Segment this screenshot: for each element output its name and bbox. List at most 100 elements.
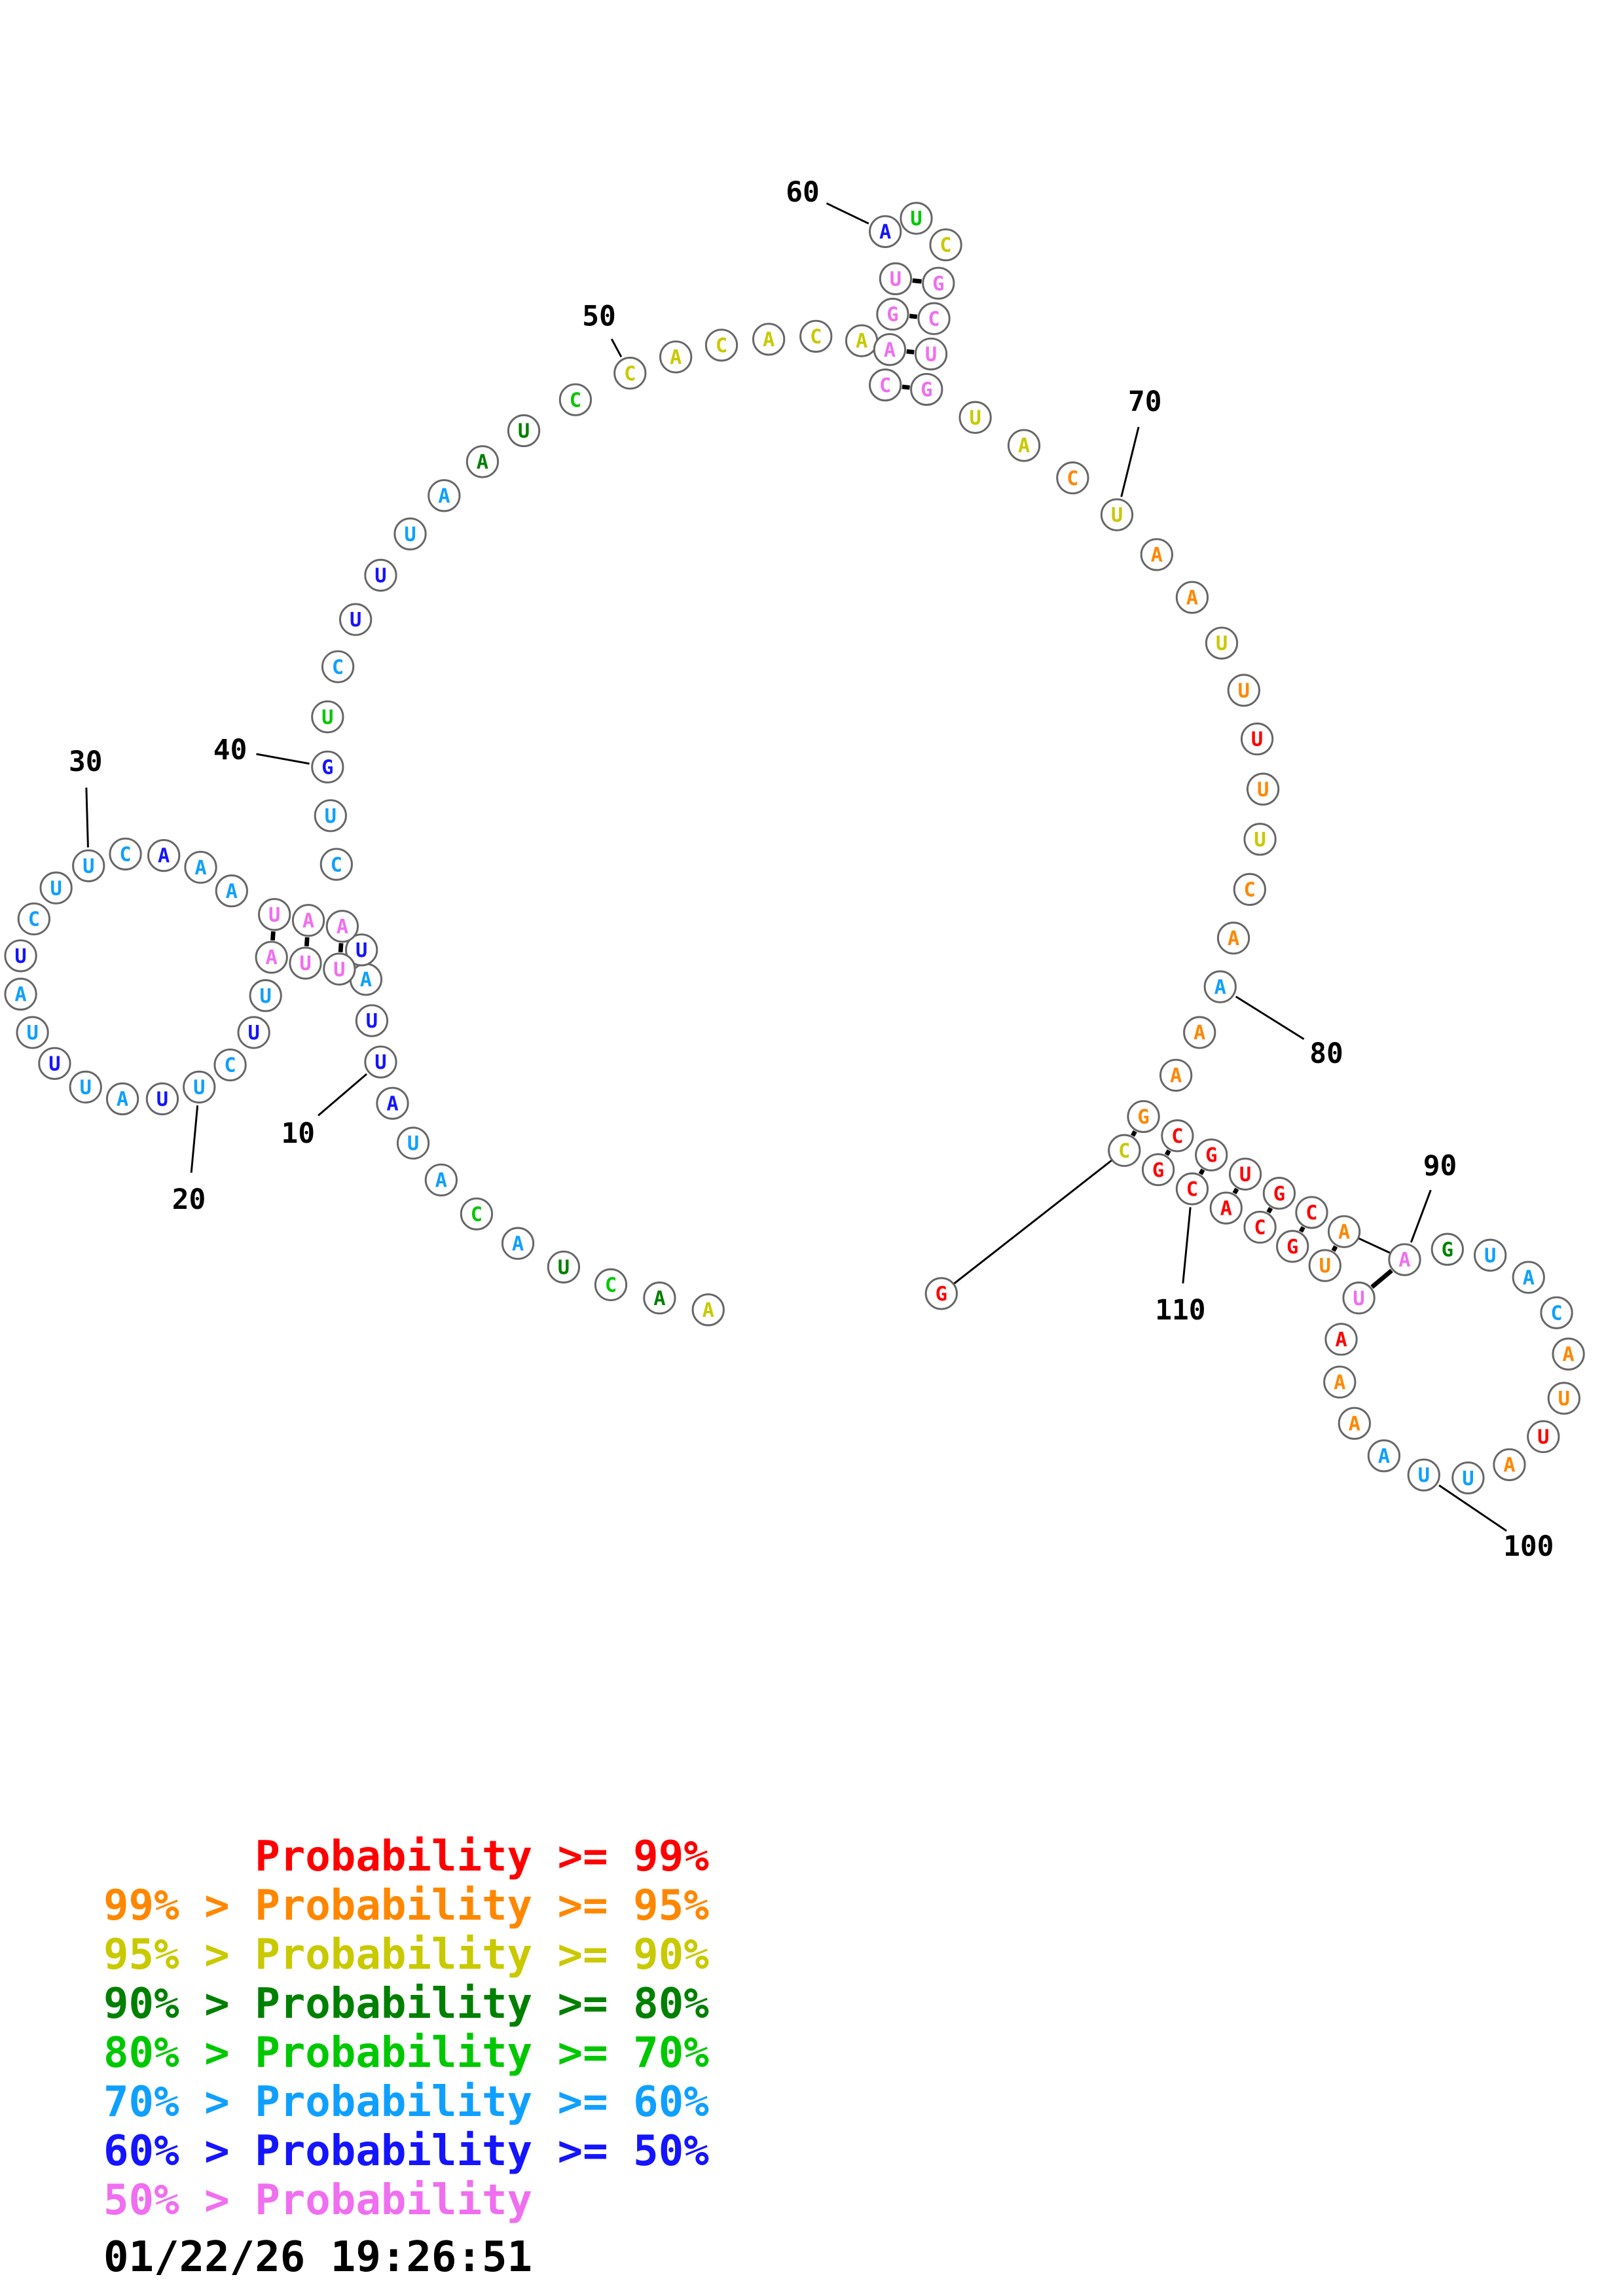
nucleotide-circle [17,902,50,936]
nucleotide-109: A [1209,1191,1243,1225]
nucleotide-circle [873,332,907,367]
nucleotide-letter: A [884,339,896,362]
nucleotide-letter: A [337,916,348,939]
position-label: 70 [1128,386,1162,418]
nucleotide-letter: U [969,406,981,429]
legend-line-p90: 95% > Probability >= 90% [103,1931,709,1979]
nucleotide-19: C [213,1048,247,1082]
nucleotide-letter: U [247,1022,259,1045]
nucleotide-73: U [1205,626,1239,660]
nucleotide-letter: A [158,845,170,868]
base-pair-line [1232,1187,1239,1194]
nucleotide-letter: A [1228,927,1239,950]
nucleotide-letter: C [570,389,581,412]
label-leader-line [1235,996,1305,1040]
nucleotide-37: A [325,910,359,943]
legend-line-p99: Probability >= 99% [103,1833,709,1881]
base-pair-line [1164,1149,1171,1157]
nucleotide-circle [184,850,217,884]
nucleotide-circle [4,977,37,1011]
nucleotide-circle [547,1250,581,1283]
nucleotide-circle [910,372,943,406]
nucleotide-circle [1175,581,1209,614]
nucleotide-letter: C [879,374,891,397]
label-leader-line [85,787,89,848]
nucleotide-77: U [1243,823,1277,856]
nucleotide-42: C [321,650,355,683]
nucleotide-25: U [16,1016,49,1049]
legend-line-plt50: 50% > Probability [103,2176,533,2225]
nucleotide-63: G [922,266,955,300]
label-leader-line [1438,1484,1507,1532]
nucleotide-13: U [345,933,378,967]
base-pair-line [1198,1168,1205,1175]
nucleotide-circle [1262,1177,1296,1210]
nucleotide-letter: A [670,346,682,369]
nucleotide-circle [1108,1134,1141,1167]
nucleotide-91: G [1431,1232,1464,1266]
nucleotide-102: A [1338,1407,1371,1440]
base-pair-line [1370,1268,1393,1289]
nucleotide-letter: A [302,910,314,933]
nucleotide-letter: A [1562,1343,1574,1366]
nucleotide-letter: A [763,329,775,351]
nucleotide-4: U [547,1250,581,1283]
nucleotide-15: U [289,946,322,980]
nucleotide-letter: G [1152,1159,1164,1182]
nucleotide-circle [1209,1191,1243,1225]
nucleotide-circle [917,302,951,335]
nucleotide-circle [1246,772,1280,806]
label-leader-line [318,1073,368,1117]
nucleotide-circle [109,837,142,870]
nucleotide-2: A [643,1282,676,1315]
nucleotide-letter: A [117,1088,128,1111]
nucleotide-circle [929,228,962,262]
legend-line-p60: 70% > Probability >= 60% [103,2078,709,2126]
nucleotide-7: A [424,1163,458,1197]
nucleotide-48: U [507,414,541,448]
nucleotide-circle [1007,429,1041,462]
nucleotide-circle [1233,872,1266,906]
nucleotide-43: U [339,603,373,636]
nucleotide-104: A [1324,1323,1358,1356]
nucleotide-103: A [1323,1365,1357,1399]
nucleotide-circle [1183,1016,1216,1049]
nucleotide-circle [237,1016,270,1049]
nucleotide-54: C [799,319,833,353]
legend-line-p95: 99% > Probability >= 95% [103,1882,709,1930]
nucleotide-circle [1493,1448,1526,1481]
nucleotide-circle [1342,1282,1376,1315]
nucleotide-circle [428,479,461,512]
base-pair-line [906,349,915,355]
nucleotide-circle [1474,1238,1507,1272]
backbone-connector [953,1159,1113,1285]
nucleotide-letter: U [325,805,337,828]
backbone-connector [1357,1237,1391,1254]
nucleotide-letter: A [1338,1221,1350,1244]
nucleotide-letter: A [477,451,488,474]
nucleotide-45: U [393,517,427,550]
nucleotide-circle [1324,1323,1358,1356]
nucleotide-letter: U [374,1051,386,1074]
nucleotide-88: C [1295,1196,1328,1229]
nucleotide-letter: C [119,843,131,866]
nucleotide-letter: C [28,908,40,931]
nucleotide-92: U [1474,1238,1507,1272]
nucleotide-circle [1140,538,1173,571]
nucleotide-letter: U [356,939,367,962]
nucleotide-70: U [1100,498,1134,531]
nucleotide-circle [1141,1153,1175,1187]
nucleotide-letter: G [1273,1183,1285,1206]
nucleotide-circle [1431,1232,1464,1266]
nucleotide-letter: A [1151,544,1163,567]
nucleotide-letter: U [374,565,386,588]
nucleotide-40: G [311,750,344,783]
nucleotide-letter: C [471,1203,483,1226]
nucleotide-letter: G [932,272,944,295]
nucleotide-79: A [1216,922,1250,955]
nucleotide-14: U [323,952,356,986]
nucleotide-circle [183,1070,216,1104]
nucleotide-circle [69,1070,102,1104]
nucleotide-circle [1240,722,1274,756]
nucleotide-letter: A [438,485,450,508]
